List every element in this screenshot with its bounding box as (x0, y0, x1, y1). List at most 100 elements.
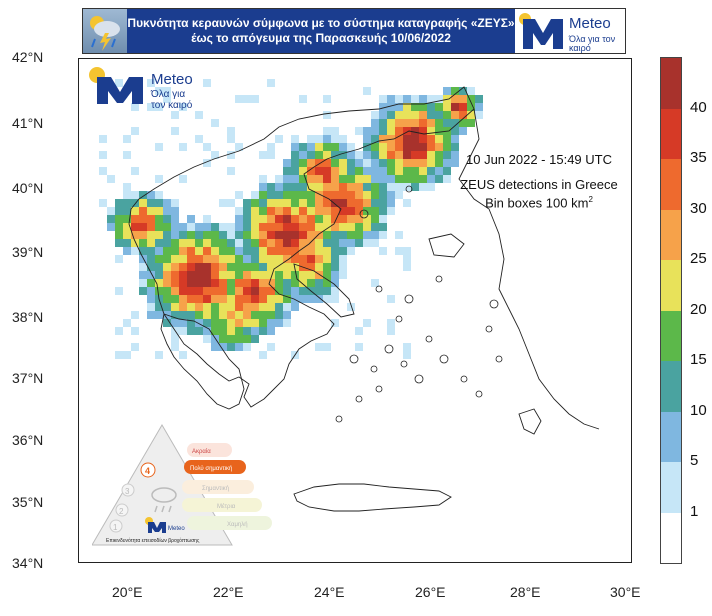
header-banner: Πυκνότητα κεραυνών σύμφωνα με το σύστημα… (82, 8, 626, 54)
density-bin (435, 95, 443, 103)
density-bin (99, 199, 107, 207)
density-bin (315, 271, 323, 279)
density-bin (235, 207, 243, 215)
density-bin (307, 143, 315, 151)
density-bin (219, 287, 227, 295)
density-bin (235, 327, 243, 335)
density-bin (243, 215, 251, 223)
density-bin (267, 287, 275, 295)
density-bin (427, 143, 435, 151)
density-bin (179, 239, 187, 247)
density-bin (371, 143, 379, 151)
density-bin (315, 143, 323, 151)
lat-label-37: 37°N (12, 370, 44, 386)
density-bin (355, 231, 363, 239)
density-bin (195, 239, 203, 247)
density-bin (419, 95, 427, 103)
lat-label-38: 38°N (12, 309, 44, 325)
colorbar-segment (661, 411, 681, 462)
density-bin (363, 319, 371, 327)
pyramid-num-label-1: 1 (113, 523, 118, 532)
density-bin (323, 135, 331, 143)
map-logo-tagline-2: τον καιρό (151, 100, 193, 111)
lon-label-20: 20°E (112, 584, 143, 600)
density-bin (195, 135, 203, 143)
density-bin (155, 263, 163, 271)
density-bin (419, 183, 427, 191)
density-bin (147, 215, 155, 223)
density-bin (307, 175, 315, 183)
colorbar-label: 35 (690, 149, 707, 166)
density-bin (387, 95, 395, 103)
density-bin (443, 175, 451, 183)
density-bin (283, 255, 291, 263)
density-bin (323, 183, 331, 191)
density-bin (187, 319, 195, 327)
density-bin (203, 319, 211, 327)
density-bin (179, 327, 187, 335)
density-bin (243, 207, 251, 215)
density-bin (259, 327, 267, 335)
density-bin (267, 319, 275, 327)
density-bin (379, 95, 387, 103)
density-bin (323, 207, 331, 215)
density-bin (235, 303, 243, 311)
density-bin (403, 119, 411, 127)
density-bin (307, 207, 315, 215)
density-bin (307, 271, 315, 279)
density-bin (315, 239, 323, 247)
density-bin (99, 151, 107, 159)
density-bin (171, 127, 179, 135)
info-line1: ZEUS detections in Greece (460, 177, 618, 192)
density-bin (259, 223, 267, 231)
density-bin (163, 295, 171, 303)
density-bin (315, 295, 323, 303)
density-bin (163, 95, 171, 103)
density-bin (267, 207, 275, 215)
density-bin (371, 223, 379, 231)
density-bin (347, 159, 355, 167)
density-bin (371, 175, 379, 183)
density-bin (235, 319, 243, 327)
density-bin (331, 175, 339, 183)
pyramid-level-extreme (187, 443, 232, 457)
density-bin (315, 279, 323, 287)
density-bin (187, 287, 195, 295)
density-bin (275, 207, 283, 215)
density-bin (291, 151, 299, 159)
density-bin (259, 247, 267, 255)
colorbar-segment (661, 209, 681, 260)
density-bin (155, 231, 163, 239)
density-bin (259, 183, 267, 191)
pyramid-level-label-2: Σημαντική (202, 485, 229, 492)
density-bin (267, 343, 275, 351)
density-bin (323, 111, 331, 119)
density-bin (155, 351, 163, 359)
density-bin (275, 295, 283, 303)
density-bin (331, 183, 339, 191)
density-bin (251, 327, 259, 335)
density-bin (283, 247, 291, 255)
density-bin (243, 327, 251, 335)
density-bin (331, 127, 339, 135)
density-bin (283, 231, 291, 239)
density-bin (155, 199, 163, 207)
density-bin (147, 271, 155, 279)
density-bin (267, 199, 275, 207)
density-bin (331, 271, 339, 279)
density-bin (211, 287, 219, 295)
density-bin (395, 111, 403, 119)
density-bin (315, 167, 323, 175)
density-bin (155, 271, 163, 279)
density-bin (371, 167, 379, 175)
density-bin (419, 103, 427, 111)
density-bin (323, 239, 331, 247)
density-bin (195, 271, 203, 279)
density-bin (395, 183, 403, 191)
density-bin (131, 223, 139, 231)
density-bin (251, 247, 259, 255)
density-bin (171, 207, 179, 215)
density-bin (259, 319, 267, 327)
density-bin (227, 239, 235, 247)
density-bin (347, 231, 355, 239)
